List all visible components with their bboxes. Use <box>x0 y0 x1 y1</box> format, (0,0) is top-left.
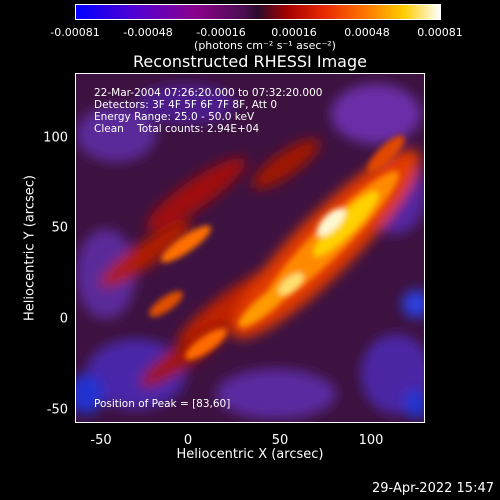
time-range-label: 22-Mar-2004 07:26:20.000 to 07:32:20.000 <box>94 87 323 99</box>
colorbar-tick-label: 0.00016 <box>271 26 317 39</box>
colorbar <box>75 4 441 20</box>
heatmap-image <box>75 73 425 423</box>
colorbar-units: (photons cm⁻² s⁻¹ asec⁻²) <box>194 39 336 52</box>
x-tick-label: 50 <box>271 433 289 448</box>
x-tick-label: 0 <box>183 433 193 448</box>
colorbar-tick-label: -0.00016 <box>196 26 246 39</box>
plot-title: Reconstructed RHESSI Image <box>133 52 367 71</box>
colorbar-tick-label: -0.00081 <box>50 26 100 39</box>
colorbar-tick-label: -0.00048 <box>123 26 173 39</box>
y-tick-label: 100 <box>43 130 68 146</box>
colorbar-gradient <box>76 5 440 19</box>
render-timestamp: 29-Apr-2022 15:47 <box>372 481 494 496</box>
colorbar-tick-label: 0.00081 <box>417 26 463 39</box>
x-tick-label: -50 <box>90 433 112 448</box>
y-tick-label: 50 <box>51 220 68 236</box>
method-counts-label: Clean Total counts: 2.94E+04 <box>94 123 260 135</box>
y-axis-label: Heliocentric Y (arcsec) <box>22 175 38 321</box>
energy-range-label: Energy Range: 25.0 - 50.0 keV <box>94 111 255 123</box>
heatmap-svg <box>76 74 424 422</box>
detectors-label: Detectors: 3F 4F 5F 6F 7F 8F, Att 0 <box>94 99 278 111</box>
colorbar-tick-label: 0.00048 <box>344 26 390 39</box>
peak-position-label: Position of Peak = [83,60] <box>94 398 231 410</box>
x-tick-label: 100 <box>358 433 384 448</box>
y-tick-label: 0 <box>59 311 68 327</box>
y-tick-label: -50 <box>46 402 68 418</box>
x-axis-label: Heliocentric X (arcsec) <box>176 447 324 462</box>
